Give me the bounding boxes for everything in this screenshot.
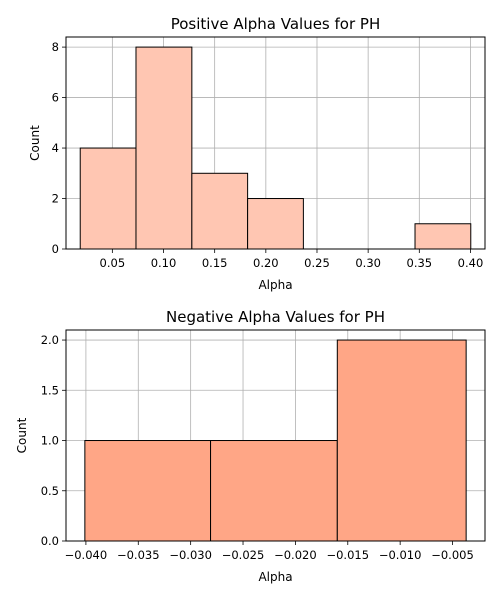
histogram-bar: [191, 172, 249, 250]
x-tick-label: 0.10: [151, 256, 177, 270]
x-tick-label: 0.30: [355, 256, 381, 270]
axes-frame: [65, 36, 486, 250]
x-tick-label: −0.025: [222, 548, 265, 562]
y-tick-label: 8: [52, 40, 59, 54]
histogram-bar: [336, 339, 467, 542]
y-tick-label: 2.0: [41, 333, 59, 347]
y-axis-label: Count: [15, 417, 29, 453]
x-axis-label: Alpha: [258, 570, 292, 584]
y-axis-label: Count: [28, 125, 42, 161]
y-tick-label: 2: [52, 192, 59, 206]
histogram-bar: [79, 147, 137, 250]
histogram-bar: [247, 198, 304, 250]
y-tick-label: 1.0: [41, 434, 59, 448]
histogram-bar: [210, 440, 338, 542]
x-tick-label: −0.030: [169, 548, 212, 562]
x-tick-label: −0.020: [274, 548, 317, 562]
x-tick-label: 0.05: [100, 256, 126, 270]
x-tick-label: −0.040: [65, 548, 108, 562]
x-tick-label: −0.010: [379, 548, 422, 562]
histogram-bar: [135, 46, 193, 250]
x-tick-label: −0.035: [117, 548, 160, 562]
x-tick-label: −0.015: [326, 548, 369, 562]
x-tick-label: 0.15: [202, 256, 228, 270]
y-tick-label: 1.5: [41, 383, 59, 397]
y-tick-label: 0.0: [41, 534, 59, 548]
chart-title: Negative Alpha Values for PH: [166, 308, 385, 326]
chart-title: Positive Alpha Values for PH: [171, 15, 381, 33]
axes-frame: [65, 329, 486, 542]
x-tick-label: 0.40: [458, 256, 484, 270]
x-axis-label: Alpha: [258, 278, 292, 292]
y-tick-label: 4: [52, 141, 59, 155]
histogram-bar: [84, 440, 212, 542]
subplot-negative-alpha: −0.040 −0.035 −0.030 −0.025 −0.020 −0.015 −0.0…: [15, 308, 486, 584]
y-tick-label: 0.5: [41, 484, 59, 498]
y-tick-label: 6: [52, 91, 59, 105]
x-tick-label: 0.35: [407, 256, 433, 270]
x-tick-label: −0.005: [431, 548, 474, 562]
histogram-bar: [414, 223, 472, 250]
x-tick-label: 0.20: [253, 256, 279, 270]
y-tick-label: 0: [52, 242, 59, 256]
subplot-positive-alpha: 0.05 0.10 0.15 0.20 0.25 0.30 0.35 0.40 0 2 4 6 8 Pos…: [28, 15, 486, 292]
x-tick-label: 0.25: [304, 256, 330, 270]
